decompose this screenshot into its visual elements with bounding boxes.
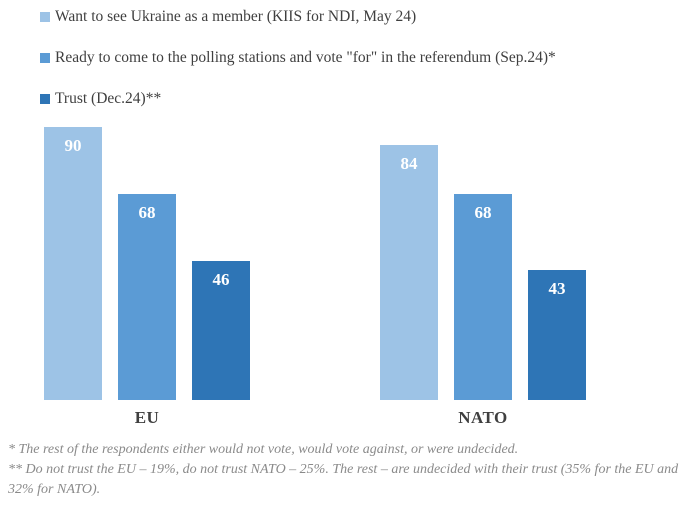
legend-item-trust: Trust (Dec.24)** — [40, 90, 556, 108]
bar-eu-series-1: 90 — [44, 127, 102, 400]
legend-item-want-member: Want to see Ukraine as a member (KIIS fo… — [40, 8, 556, 26]
bar-nato-series-2: 68 — [454, 194, 512, 400]
bar-eu-series-3: 46 — [192, 261, 250, 400]
legend-item-ready-vote: Ready to come to the polling stations an… — [40, 49, 556, 67]
legend-label: Trust (Dec.24)** — [55, 90, 162, 107]
legend-label: Ready to come to the polling stations an… — [55, 49, 556, 66]
chart-footnotes: * The rest of the respondents either wou… — [8, 440, 686, 500]
bar-nato-series-1: 84 — [380, 145, 438, 400]
footnote-line-2: ** Do not trust the EU – 19%, do not tru… — [8, 462, 679, 477]
bar-value-label: 84 — [400, 154, 418, 173]
legend-label: Want to see Ukraine as a member (KIIS fo… — [55, 8, 417, 25]
bar-value-label: 68 — [138, 203, 156, 222]
footnote-line-1: * The rest of the respondents either wou… — [8, 442, 519, 457]
bar-value-label: 46 — [212, 270, 230, 289]
bar-chart: 90 68 46 EU 84 68 43 NATO — [44, 127, 586, 427]
chart-legend: Want to see Ukraine as a member (KIIS fo… — [40, 8, 556, 131]
bar-value-label: 43 — [548, 279, 566, 298]
category-label-eu: EU — [134, 408, 160, 427]
category-label-nato: NATO — [458, 408, 508, 427]
bar-nato-series-3: 43 — [528, 270, 586, 400]
legend-swatch-dark-blue-icon — [40, 94, 50, 104]
bar-value-label: 90 — [64, 136, 82, 155]
bar-eu-series-2: 68 — [118, 194, 176, 400]
footnote-line-3: 32% for NATO). — [8, 482, 101, 497]
legend-swatch-medium-blue-icon — [40, 53, 50, 63]
legend-swatch-light-blue-icon — [40, 12, 50, 22]
bar-value-label: 68 — [474, 203, 492, 222]
